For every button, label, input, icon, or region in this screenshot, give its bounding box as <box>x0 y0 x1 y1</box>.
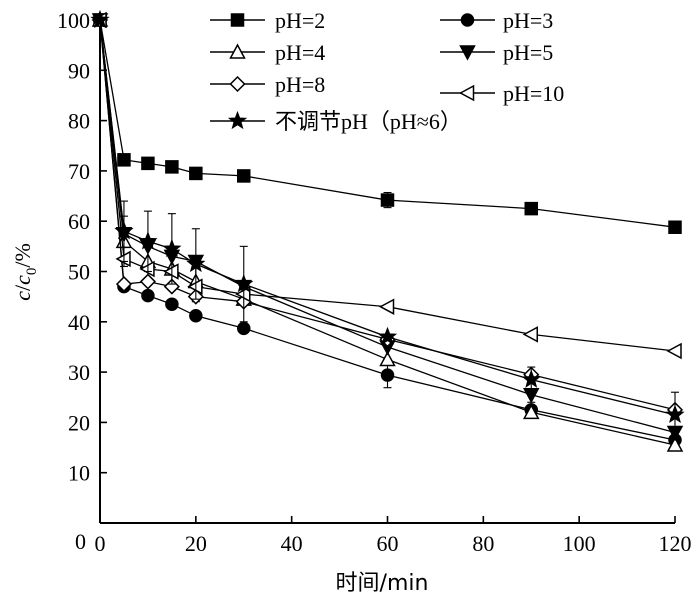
x-tick-label: 40 <box>281 531 303 556</box>
x-tick-label: 0 <box>95 531 106 556</box>
series-1 <box>93 13 682 234</box>
data-point <box>189 166 203 181</box>
data-point <box>163 278 180 295</box>
data-point <box>379 350 396 367</box>
data-point <box>162 238 182 258</box>
legend-label: pH=8 <box>275 72 325 97</box>
data-point <box>378 298 395 315</box>
axes <box>99 20 675 524</box>
data-point <box>522 403 540 420</box>
legend-marker <box>230 13 245 27</box>
legend-label: pH=10 <box>503 81 564 106</box>
y-axis-label-c0: c <box>10 275 35 285</box>
data-point <box>380 193 395 207</box>
data-point <box>186 253 206 273</box>
legend-label: pH=2 <box>275 8 325 33</box>
legend-item: pH=4 <box>210 40 325 65</box>
data-point <box>141 156 155 171</box>
legend-label: pH=5 <box>503 40 553 65</box>
x-tick-label: 100 <box>563 531 596 556</box>
data-point <box>237 169 251 183</box>
data-point <box>115 276 133 293</box>
y-tick-label: 10 <box>68 461 90 486</box>
data-point <box>524 201 538 216</box>
legend-marker <box>458 84 475 102</box>
legend: pH=2 pH=3 pH=4 pH=5 pH=8 pH=10 不调节pH（pH≈6） <box>210 8 564 134</box>
legend-label: 不调节pH（pH≈6） <box>275 109 462 134</box>
y-axis-label-sub: 0 <box>24 268 40 276</box>
legend-marker <box>227 110 248 130</box>
legend-item: pH=10 <box>440 81 564 106</box>
y-tick-label: 100 <box>57 8 90 33</box>
y-axis-label-slash: / <box>10 284 35 291</box>
data-point <box>234 273 254 293</box>
y-tick-label: 40 <box>68 310 90 335</box>
data-point <box>138 231 158 250</box>
data-point <box>114 221 134 240</box>
legend-label: pH=3 <box>503 8 553 33</box>
x-tick-label: 60 <box>377 531 399 556</box>
y-tick-label: 80 <box>68 109 90 134</box>
series-2 <box>93 13 682 449</box>
legend-marker <box>229 75 246 93</box>
series-layer <box>90 9 685 452</box>
data-point <box>521 369 541 388</box>
y-ticks: 10 20 30 40 50 60 70 80 90 100 0 <box>57 8 107 554</box>
legend-marker <box>460 13 475 27</box>
y-axis-label-unit: /% <box>10 243 35 267</box>
data-point <box>666 436 684 452</box>
data-point <box>141 288 155 303</box>
legend-label: pH=4 <box>275 40 325 65</box>
y-tick-label: 90 <box>68 58 90 83</box>
data-point <box>165 297 179 311</box>
data-point <box>666 342 682 360</box>
data-point <box>668 220 682 234</box>
x-tick-label: 20 <box>185 531 207 556</box>
x-ticks: 0 20 40 60 80 100 120 <box>95 516 692 556</box>
x-axis-label: 时间/min <box>336 571 429 596</box>
legend-marker <box>459 45 476 61</box>
y-tick-label: 60 <box>68 209 90 234</box>
legend-marker <box>229 43 246 59</box>
data-point <box>189 309 203 323</box>
y-tick-label: 0 <box>75 529 86 554</box>
data-point <box>380 368 395 382</box>
legend-item: pH=5 <box>440 40 553 65</box>
series-7 <box>90 9 685 439</box>
data-point <box>165 160 179 174</box>
data-point <box>665 404 685 424</box>
y-tick-label: 20 <box>68 410 90 435</box>
data-point <box>377 326 398 346</box>
legend-item: pH=8 <box>210 72 325 97</box>
legend-item: 不调节pH（pH≈6） <box>210 109 462 134</box>
legend-item: pH=2 <box>210 8 325 33</box>
data-point <box>90 9 110 29</box>
data-point <box>522 326 538 343</box>
y-tick-label: 30 <box>68 360 90 385</box>
data-point <box>117 153 131 167</box>
data-point <box>237 321 251 336</box>
x-tick-label: 120 <box>659 531 692 556</box>
series-line <box>99 19 676 352</box>
y-axis-label: c/c0/% <box>10 243 40 301</box>
y-axis-label-c: c <box>10 291 35 301</box>
x-tick-label: 80 <box>472 531 494 556</box>
y-tick-label: 50 <box>68 260 90 285</box>
y-tick-label: 70 <box>68 159 90 184</box>
legend-item: pH=3 <box>440 8 553 33</box>
data-point <box>139 273 156 290</box>
series-6 <box>91 11 682 360</box>
